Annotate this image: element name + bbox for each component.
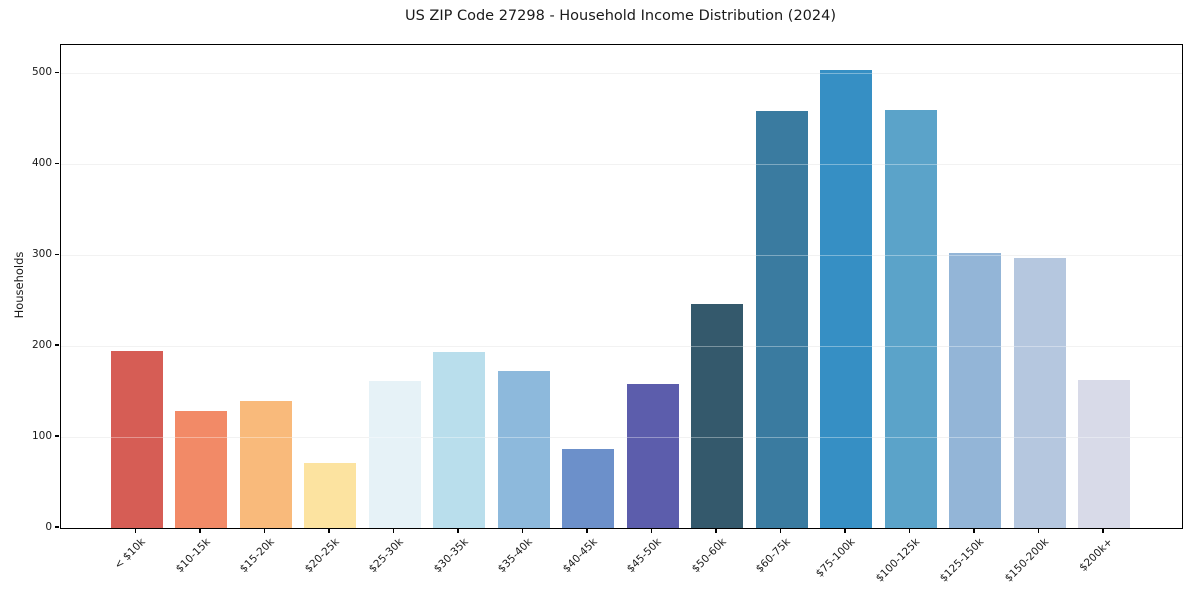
x-tick-mark bbox=[779, 528, 782, 533]
x-tick-label: $50-60k bbox=[689, 536, 729, 576]
y-tick-label: 0 bbox=[45, 520, 52, 533]
x-tick-label: $125-150k bbox=[937, 536, 987, 585]
x-tick-label: $60-75k bbox=[753, 536, 793, 576]
y-tick-label: 100 bbox=[31, 429, 52, 442]
y-tick-mark bbox=[55, 344, 59, 346]
bar-10-15k bbox=[175, 410, 227, 528]
bar-50-60k bbox=[691, 304, 743, 528]
bar-25-30k bbox=[368, 380, 421, 528]
x-tick-mark bbox=[1102, 528, 1104, 533]
gridline bbox=[61, 163, 1182, 165]
gridline-overlay bbox=[61, 254, 1182, 256]
x-tick-label: $30-35k bbox=[431, 536, 471, 576]
gridline-overlay bbox=[61, 163, 1182, 165]
bar-30-35k bbox=[433, 351, 485, 528]
bar-200k bbox=[1078, 379, 1130, 528]
bar-35-40k bbox=[497, 370, 550, 528]
bar-125-150k bbox=[949, 253, 1001, 528]
bar-45-50k bbox=[626, 384, 679, 528]
y-tick-mark bbox=[55, 71, 59, 73]
bar-10k bbox=[110, 350, 163, 528]
y-tick-mark bbox=[55, 162, 59, 164]
y-tick-label: 300 bbox=[31, 247, 52, 260]
x-tick-mark bbox=[392, 528, 395, 533]
bar-75-100k bbox=[820, 69, 872, 528]
y-tick-mark bbox=[55, 435, 59, 437]
y-tick-mark bbox=[55, 526, 59, 528]
y-tick-mark bbox=[55, 253, 59, 255]
gridline bbox=[61, 436, 1182, 438]
x-tick-mark bbox=[973, 528, 975, 533]
x-tick-label: $40-45k bbox=[560, 536, 600, 576]
x-tick-label: $200k+ bbox=[1077, 536, 1116, 574]
x-tick-mark bbox=[586, 528, 588, 533]
gridline-overlay bbox=[61, 72, 1182, 74]
x-tick-label: $150-200k bbox=[1002, 536, 1051, 585]
x-tick-label: $15-20k bbox=[237, 536, 277, 576]
x-tick-mark bbox=[715, 528, 717, 533]
x-tick-mark bbox=[134, 528, 137, 533]
gridline-overlay bbox=[61, 436, 1182, 438]
bar-20-25k bbox=[304, 462, 356, 528]
bar-60-75k bbox=[755, 111, 808, 528]
y-tick-label: 500 bbox=[31, 65, 52, 78]
chart-title: US ZIP Code 27298 - Household Income Dis… bbox=[404, 8, 837, 24]
x-tick-mark bbox=[844, 528, 846, 533]
x-tick-label: $100-125k bbox=[873, 536, 922, 585]
y-tick-label: 400 bbox=[31, 156, 52, 169]
x-tick-label: < $10k bbox=[112, 536, 148, 572]
x-tick-mark bbox=[521, 528, 524, 533]
bar-40-45k bbox=[562, 448, 614, 528]
x-tick-mark bbox=[263, 528, 266, 533]
x-tick-mark bbox=[199, 528, 201, 533]
x-tick-label: $75-100k bbox=[813, 536, 858, 580]
x-tick-label: $10-15k bbox=[173, 536, 213, 576]
x-tick-mark bbox=[650, 528, 653, 533]
gridline bbox=[61, 72, 1182, 74]
y-tick-label: 200 bbox=[31, 338, 52, 351]
plot-area bbox=[60, 44, 1183, 529]
x-tick-label: $35-40k bbox=[495, 536, 535, 576]
x-tick-mark bbox=[908, 528, 911, 533]
gridline-overlay bbox=[61, 345, 1182, 347]
bar-15-20k bbox=[239, 400, 292, 528]
x-tick-mark bbox=[1037, 528, 1040, 533]
x-tick-mark bbox=[328, 528, 330, 533]
x-tick-label: $20-25k bbox=[302, 536, 342, 576]
x-tick-label: $25-30k bbox=[366, 536, 406, 576]
x-tick-mark bbox=[457, 528, 459, 533]
x-tick-label: $45-50k bbox=[624, 536, 664, 576]
bar-150-200k bbox=[1013, 257, 1066, 528]
gridline bbox=[61, 254, 1182, 256]
gridline bbox=[61, 345, 1182, 347]
y-axis-label: Households bbox=[12, 251, 26, 319]
bar-100-125k bbox=[884, 109, 937, 528]
